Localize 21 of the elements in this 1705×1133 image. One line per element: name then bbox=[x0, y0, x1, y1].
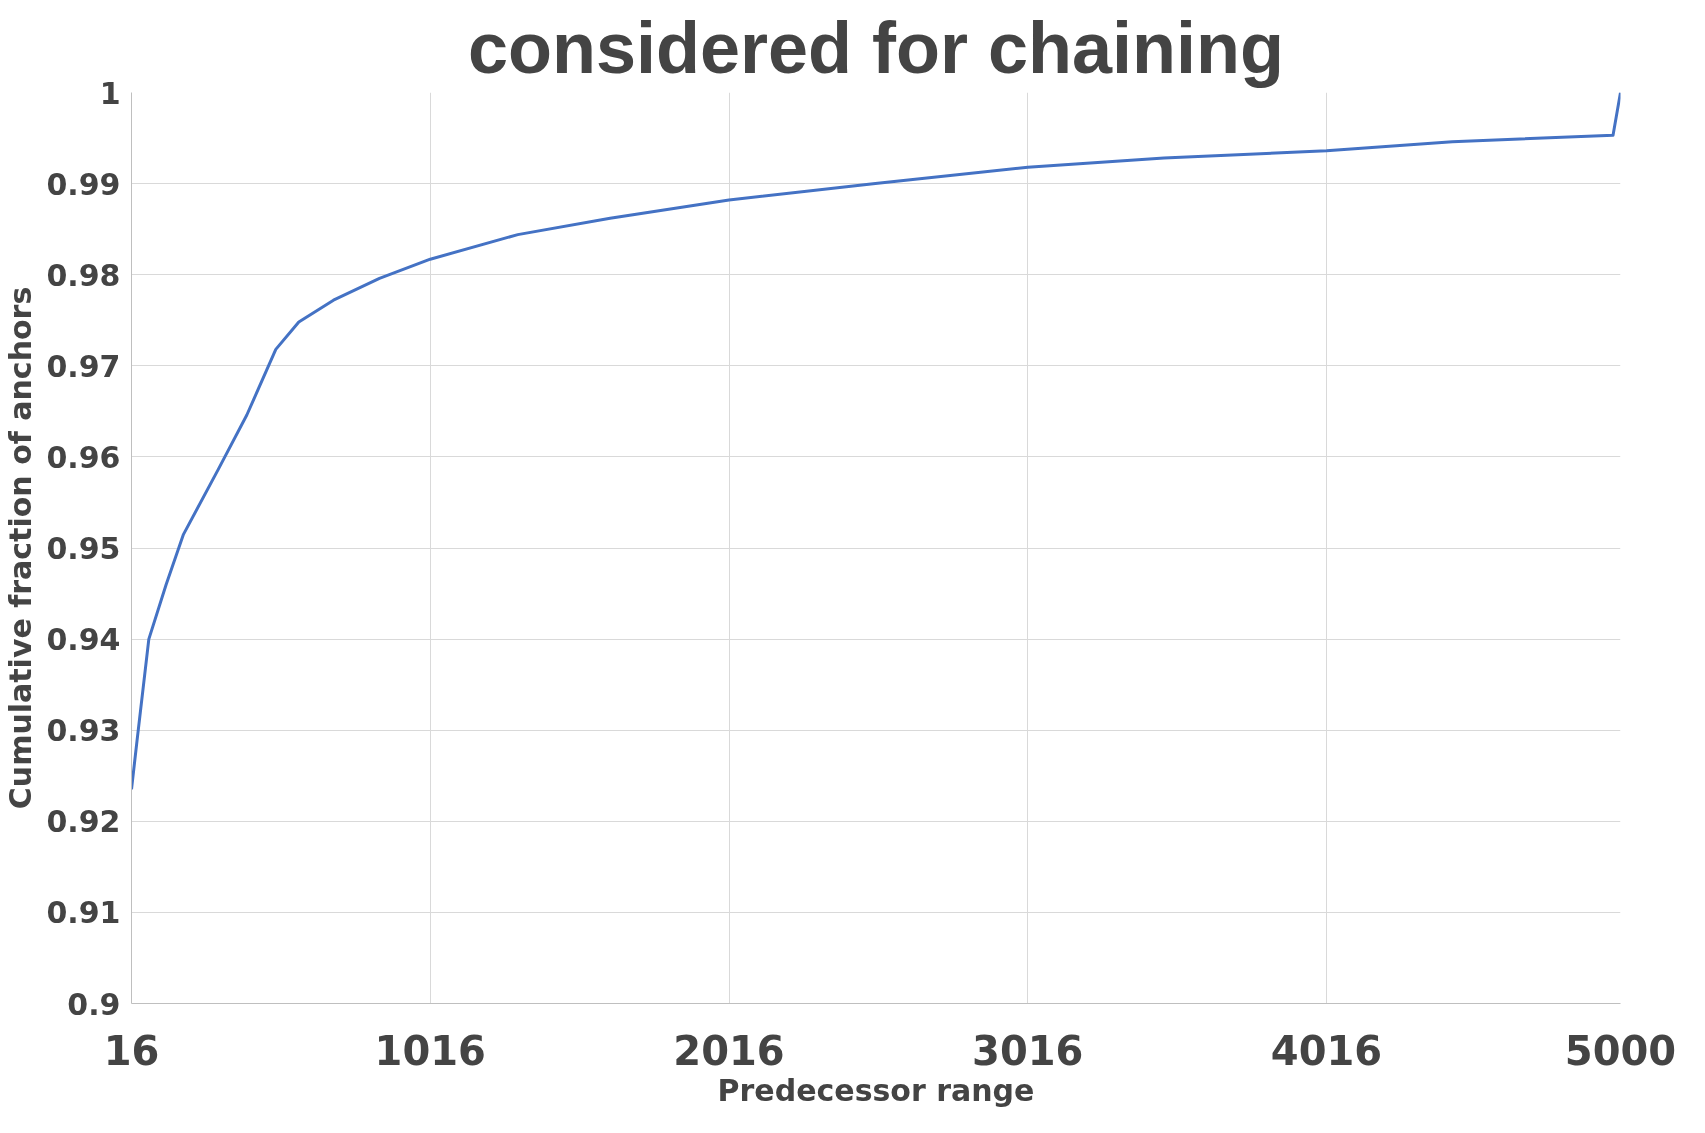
y-tick-label: 0.97 bbox=[46, 348, 121, 384]
y-tick-label: 0.9 bbox=[67, 986, 121, 1022]
y-tick-label: 0.95 bbox=[46, 531, 121, 566]
x-axis-title: Predecessor range bbox=[717, 1072, 1035, 1108]
y-tick-label: 0.96 bbox=[46, 439, 121, 475]
y-tick-label: 0.94 bbox=[46, 622, 121, 658]
chart-title: considered for chaining bbox=[467, 7, 1285, 88]
x-tick-label: 3016 bbox=[972, 1027, 1084, 1074]
x-tick-label: 5000 bbox=[1564, 1027, 1677, 1074]
y-tick-label: 0.98 bbox=[46, 257, 121, 293]
x-tick-label: 4016 bbox=[1270, 1027, 1383, 1074]
x-tick-label: 1016 bbox=[374, 1027, 486, 1074]
y-tick-label: 0.92 bbox=[46, 804, 121, 840]
line-series bbox=[131, 92, 1621, 791]
y-tick-label: 1 bbox=[99, 75, 121, 111]
y-tick-label: 0.93 bbox=[46, 713, 121, 749]
y-tick-label: 0.91 bbox=[46, 895, 121, 931]
x-tick-label: 2016 bbox=[673, 1027, 785, 1074]
y-axis-title: Cumulative fraction of anchors bbox=[3, 286, 39, 810]
x-tick-label: 16 bbox=[103, 1027, 160, 1074]
y-tick-label: 0.99 bbox=[46, 166, 121, 202]
